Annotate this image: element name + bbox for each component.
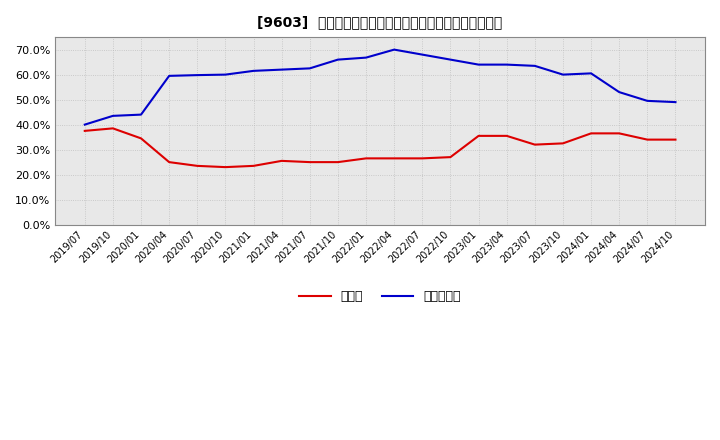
現預金 bbox=[137, 136, 145, 141]
現預金 bbox=[249, 163, 258, 169]
現預金 bbox=[418, 156, 427, 161]
Title: [9603]  現預金、有利子負債の総資産に対する比率の推移: [9603] 現預金、有利子負債の総資産に対する比率の推移 bbox=[258, 15, 503, 29]
現預金 bbox=[305, 159, 314, 165]
有利子負債 bbox=[305, 66, 314, 71]
有利子負債 bbox=[615, 89, 624, 95]
有利子負債 bbox=[418, 52, 427, 57]
現預金 bbox=[277, 158, 286, 164]
現預金 bbox=[81, 128, 89, 133]
有利子負債 bbox=[137, 112, 145, 117]
現預金 bbox=[671, 137, 680, 142]
現預金 bbox=[390, 156, 398, 161]
有利子負債 bbox=[446, 57, 455, 62]
現預金 bbox=[615, 131, 624, 136]
有利子負債 bbox=[333, 57, 342, 62]
有利子負債 bbox=[643, 98, 652, 103]
現預金 bbox=[474, 133, 483, 139]
Line: 有利子負債: 有利子負債 bbox=[85, 50, 675, 125]
有利子負債 bbox=[474, 62, 483, 67]
現預金 bbox=[559, 141, 567, 146]
現預金 bbox=[361, 156, 370, 161]
有利子負債 bbox=[193, 73, 202, 78]
有利子負債 bbox=[165, 73, 174, 78]
Legend: 現預金, 有利子負債: 現預金, 有利子負債 bbox=[294, 286, 466, 308]
現預金 bbox=[446, 154, 455, 160]
現預金 bbox=[333, 159, 342, 165]
Line: 現預金: 現預金 bbox=[85, 128, 675, 167]
有利子負債 bbox=[109, 113, 117, 118]
現預金 bbox=[503, 133, 511, 139]
有利子負債 bbox=[559, 72, 567, 77]
現預金 bbox=[193, 163, 202, 169]
有利子負債 bbox=[361, 55, 370, 60]
有利子負債 bbox=[531, 63, 539, 69]
現預金 bbox=[531, 142, 539, 147]
有利子負債 bbox=[249, 68, 258, 73]
有利子負債 bbox=[81, 122, 89, 127]
有利子負債 bbox=[587, 71, 595, 76]
有利子負債 bbox=[390, 47, 398, 52]
有利子負債 bbox=[277, 67, 286, 72]
現預金 bbox=[587, 131, 595, 136]
有利子負債 bbox=[503, 62, 511, 67]
有利子負債 bbox=[221, 72, 230, 77]
現預金 bbox=[221, 165, 230, 170]
現預金 bbox=[643, 137, 652, 142]
有利子負債 bbox=[671, 99, 680, 105]
現預金 bbox=[109, 126, 117, 131]
現預金 bbox=[165, 159, 174, 165]
